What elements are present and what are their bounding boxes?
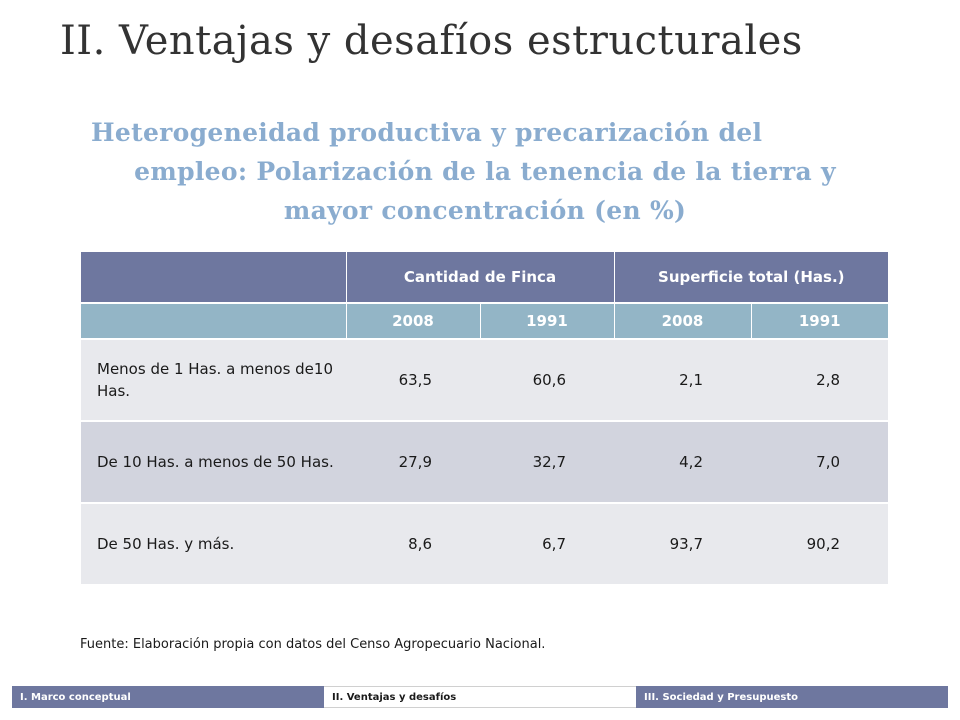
table-header-empty xyxy=(81,252,347,303)
slide-subtitle: Heterogeneidad productiva y precarizació… xyxy=(75,113,895,230)
table-cell: 6,7 xyxy=(480,502,614,584)
table-cell: 63,5 xyxy=(346,338,480,421)
table-cell: 32,7 xyxy=(480,420,614,503)
table-year-header: 1991 xyxy=(751,302,889,339)
table-row: De 10 Has. a menos de 50 Has. 27,9 32,7 … xyxy=(81,420,889,503)
slide-title: II. Ventajas y desafíos estructurales xyxy=(60,18,803,64)
row-label: Menos de 1 Has. a menos de10 Has. xyxy=(81,338,346,421)
table-group-header-row: Cantidad de Finca Superficie total (Has.… xyxy=(81,252,889,303)
table-cell: 7,0 xyxy=(751,420,889,503)
table-cell: 4,2 xyxy=(614,420,751,503)
table-cell: 8,6 xyxy=(346,502,480,584)
table-year-header: 2008 xyxy=(346,302,481,339)
table-cell: 90,2 xyxy=(751,502,889,584)
table-header-superficie-total: Superficie total (Has.) xyxy=(614,252,889,303)
row-label: De 50 Has. y más. xyxy=(81,502,346,584)
subtitle-line-3: mayor concentración (en %) xyxy=(283,196,687,225)
table-cell: 2,8 xyxy=(751,338,889,421)
land-tenure-table: Cantidad de Finca Superficie total (Has.… xyxy=(81,252,889,584)
table-cell: 93,7 xyxy=(614,502,751,584)
row-label: De 10 Has. a menos de 50 Has. xyxy=(81,420,346,503)
table-cell: 2,1 xyxy=(614,338,751,421)
table-header-cantidad-finca: Cantidad de Finca xyxy=(346,252,615,303)
table-year-header-row: 2008 1991 2008 1991 xyxy=(81,302,889,339)
table-cell: 60,6 xyxy=(480,338,614,421)
table-year-header: 1991 xyxy=(480,302,615,339)
footer-navigation: I. Marco conceptual II. Ventajas y desaf… xyxy=(12,686,948,708)
table-year-header: 2008 xyxy=(614,302,752,339)
footer-nav-sociedad-presupuesto[interactable]: III. Sociedad y Presupuesto xyxy=(636,686,948,708)
table-row: De 50 Has. y más. 8,6 6,7 93,7 90,2 xyxy=(81,502,889,584)
subtitle-line-2: empleo: Polarización de la tenencia de l… xyxy=(134,157,836,186)
footer-nav-marco-conceptual[interactable]: I. Marco conceptual xyxy=(12,686,324,708)
footer-nav-ventajas-desafios[interactable]: II. Ventajas y desafíos xyxy=(324,686,636,708)
source-note: Fuente: Elaboración propia con datos del… xyxy=(80,637,546,652)
table-row: Menos de 1 Has. a menos de10 Has. 63,5 6… xyxy=(81,338,889,421)
table-year-header xyxy=(81,302,347,339)
table-cell: 27,9 xyxy=(346,420,480,503)
subtitle-line-1: Heterogeneidad productiva y precarizació… xyxy=(91,118,763,147)
